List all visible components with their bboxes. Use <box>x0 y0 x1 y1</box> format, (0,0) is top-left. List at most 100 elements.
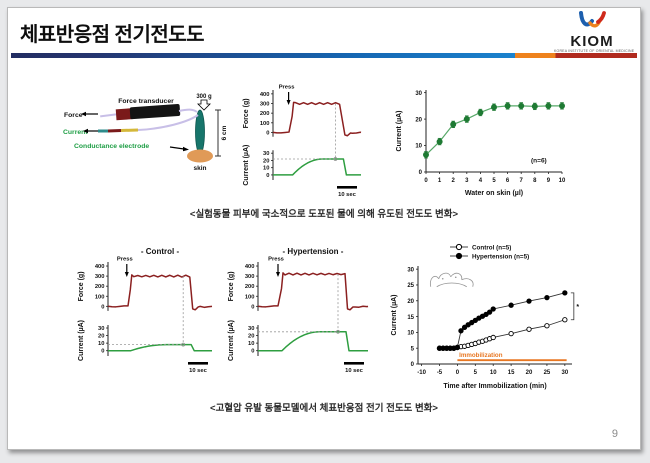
press-arrowhead <box>276 272 280 277</box>
y-tick-label: 0 <box>251 304 254 310</box>
data-point <box>559 102 565 109</box>
immobilization-time-course-chart: Control (n=5) Hypertension (n=5) 0 5 10 15 20 2… <box>391 243 579 390</box>
sketch-stroke <box>461 278 474 287</box>
experimental-setup-diagram: 300 g skin 6 cm Force transducer Force Curren… <box>63 94 228 172</box>
guide-marker <box>333 157 338 161</box>
data-point <box>508 302 514 308</box>
data-point <box>461 324 468 330</box>
page-number: 9 <box>611 428 618 440</box>
force-transducer-shape <box>100 103 181 121</box>
x-tick-label: 5 <box>474 370 478 376</box>
y-tick-label: 0 <box>101 349 104 355</box>
sketch-dot <box>454 276 457 279</box>
force-trace <box>272 101 362 137</box>
data-point <box>436 138 443 145</box>
y-tick-label: 10 <box>98 341 104 347</box>
kiom-logo-mark-icon <box>579 11 606 28</box>
data-point <box>491 104 497 111</box>
trace-title: - Control - <box>141 247 180 256</box>
y-axis-label: Current (µA) <box>391 295 398 336</box>
sketch-stroke <box>450 272 463 280</box>
transducer-label: Force transducer <box>118 98 174 105</box>
sketch-stroke <box>438 272 452 279</box>
transducer-cap <box>115 108 133 121</box>
scale-bar-label: 10 sec <box>338 192 357 198</box>
data-point <box>544 323 550 329</box>
data-point <box>526 326 532 332</box>
data-point <box>545 102 552 109</box>
title-underline-bar <box>11 53 637 58</box>
caption-bottom: <고혈압 유발 동물모델에서 체표반응점 전기 전도도 변화> <box>210 403 438 414</box>
y-tick-label: 200 <box>260 111 270 117</box>
scale-bar <box>337 186 357 189</box>
sketch-stroke <box>429 275 440 287</box>
data-point <box>518 102 525 109</box>
data-point <box>490 306 496 312</box>
x-tick-label: 15 <box>508 370 515 376</box>
data-point <box>544 294 550 301</box>
n-annotation: (n=6) <box>531 158 547 165</box>
x-tick-label: 0 <box>456 370 460 376</box>
electrode-arrowhead <box>183 146 189 152</box>
force-arrowhead <box>81 111 86 117</box>
data-line <box>425 105 562 156</box>
y-axis-label: Current (µA) <box>396 111 403 152</box>
wire <box>100 113 119 118</box>
y-tick-label: 10 <box>263 166 269 172</box>
kiom-logo-text: KIOM <box>570 33 614 50</box>
y-axis-label: Current (µA) <box>228 320 235 361</box>
y-tick-label: 200 <box>95 284 105 290</box>
caption-top: <실험동물 피부에 국소적으로 도포된 물에 의해 유도된 전도도 변화> <box>189 209 459 220</box>
y-tick-label: 30 <box>263 151 269 157</box>
data-point <box>531 103 538 110</box>
x-tick-label: 4 <box>479 178 483 184</box>
y-tick-label: 30 <box>248 326 254 332</box>
kiom-logo-subtext: KOREA INSTITUTE OF ORIENTAL MEDICINE <box>554 49 635 53</box>
legend-marker <box>455 243 463 251</box>
data-point <box>454 344 461 350</box>
kiom-logo: KIOM KOREA INSTITUTE OF ORIENTAL MEDICIN… <box>554 11 635 54</box>
y-tick-label: 10 <box>248 341 254 347</box>
y-tick-label: 0 <box>266 130 269 136</box>
immobilization-label: Immobilization <box>459 352 503 359</box>
y-tick-label: 100 <box>260 121 270 127</box>
x-tick-label: 10 <box>559 178 566 184</box>
x-tick-label: -5 <box>437 370 443 376</box>
legend-label: Hypertension (n=5) <box>472 253 529 260</box>
y-axis-label: Current (µA) <box>78 320 85 361</box>
y-tick-label: 30 <box>415 91 422 97</box>
x-tick-label: -10 <box>417 370 426 376</box>
x-tick-label: 3 <box>465 178 469 184</box>
press-label: Press <box>117 257 133 263</box>
y-tick-label: 20 <box>98 334 104 340</box>
data-point <box>423 151 429 158</box>
wire <box>178 108 198 113</box>
wire <box>137 114 199 131</box>
y-tick-label: 100 <box>95 294 105 300</box>
data-point <box>508 331 514 337</box>
y-tick-label: 0 <box>251 349 254 355</box>
scale-bar-label: 10 sec <box>345 368 364 374</box>
scale-bar <box>188 362 208 365</box>
wire-segment-maroon <box>107 129 122 133</box>
weight-label: 300 g <box>196 94 212 100</box>
y-tick-label: 10 <box>407 331 414 337</box>
legend-marker <box>455 252 463 260</box>
y-tick-label: 20 <box>263 158 269 164</box>
x-tick-label: 20 <box>526 370 533 376</box>
current-arrowhead <box>83 128 88 134</box>
x-axis-label: Water on skin (µl) <box>465 190 523 197</box>
guide-marker <box>181 342 186 347</box>
weight-arrow-icon <box>197 99 211 111</box>
x-tick-label: 1 <box>438 178 442 184</box>
press-arrowhead <box>124 272 129 277</box>
y-axis-label: Force (g) <box>78 271 85 301</box>
current-trace <box>273 158 361 176</box>
y-tick-label: 400 <box>95 264 105 270</box>
legend-label: Control (n=5) <box>472 244 511 251</box>
y-tick-label: 300 <box>95 274 105 280</box>
y-tick-label: 0 <box>266 173 269 179</box>
significance-label: * <box>576 304 579 311</box>
